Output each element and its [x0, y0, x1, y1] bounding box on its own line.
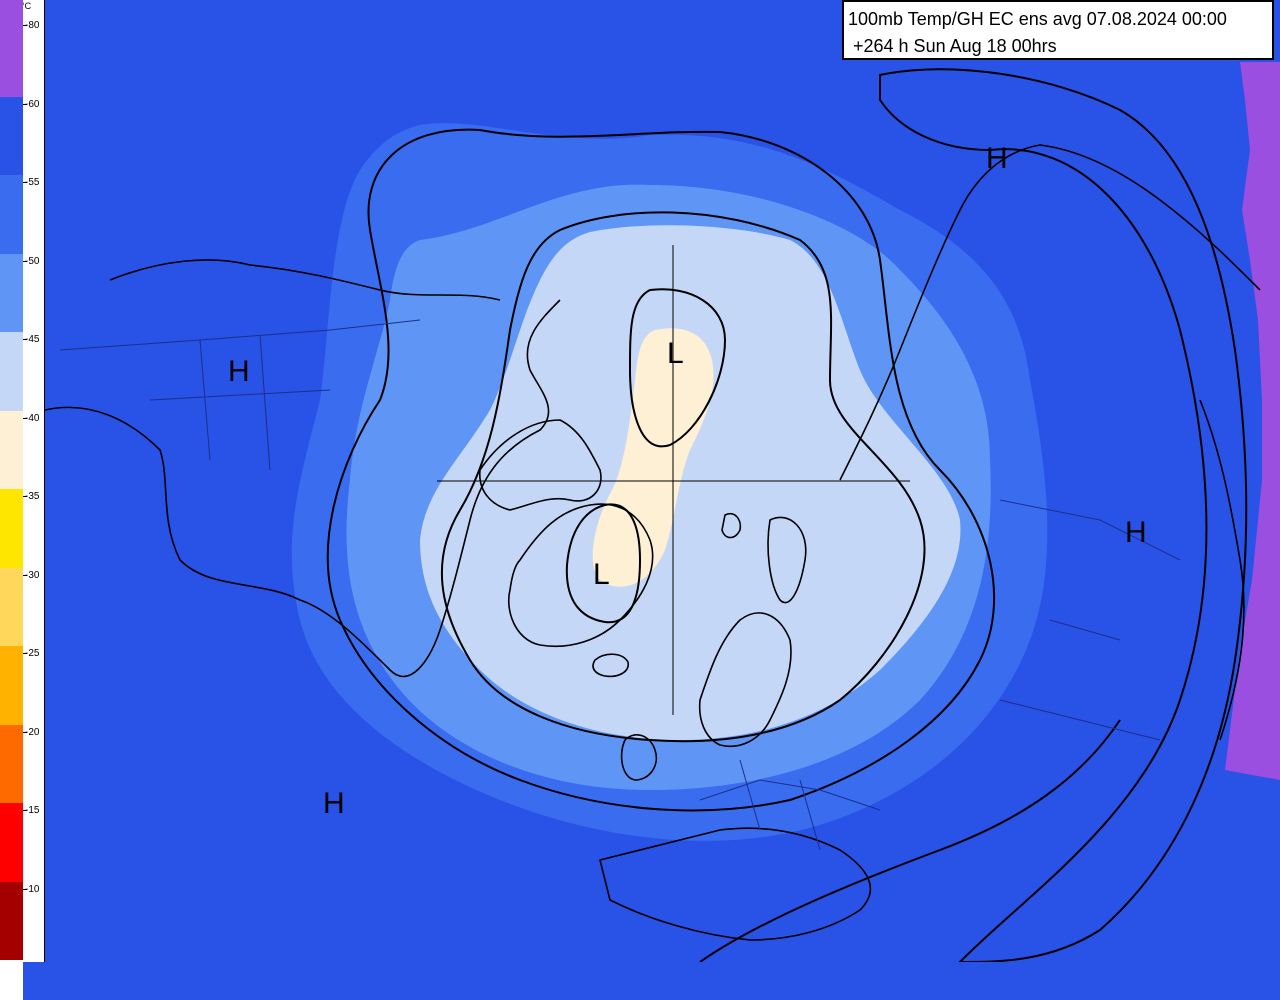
- band-minus-45: [420, 225, 961, 740]
- legend-tick: [23, 339, 27, 340]
- forecast-valid-time: +264 h Sun Aug 18 00hrs: [853, 36, 1057, 56]
- legend-swatch: [0, 724, 23, 803]
- legend-tick: [23, 182, 27, 183]
- temperature-legend: °C -80 -60 -55 -50 -45 -40 -35 -30 -25 -20 -15 -10: [0, 0, 45, 1000]
- coast-asia-east: [1199, 399, 1245, 741]
- coast-scandinavia: [698, 612, 792, 747]
- contour-southeast: [699, 719, 1121, 962]
- contour-inner-south: [565, 503, 642, 624]
- contour-outer: [326, 128, 996, 812]
- border-us-states: [149, 334, 331, 471]
- contour-middle: [440, 211, 926, 743]
- coast-greenland: [508, 503, 654, 648]
- legend-label: -25: [25, 648, 40, 659]
- band-minus-40: [592, 328, 714, 587]
- contour-inner-north: [628, 288, 727, 448]
- legend-tick: [23, 103, 27, 105]
- legend-tick: [23, 810, 27, 811]
- legend-swatch: [0, 0, 23, 97]
- contour-east: [879, 68, 1248, 962]
- coast-europe: [599, 827, 872, 941]
- legend-label: -50: [25, 255, 40, 267]
- legend-label: -30: [25, 569, 40, 581]
- legend-tick: [23, 25, 27, 26]
- legend-tick: [23, 731, 27, 733]
- legend-label: -40: [25, 412, 40, 424]
- legend-tick: [23, 888, 27, 890]
- weather-map: H H H H L L: [44, 62, 1280, 962]
- legend-label: -35: [25, 491, 40, 502]
- low-pressure-label: L: [667, 337, 684, 370]
- legend-label: -15: [25, 805, 40, 816]
- purple-region: [1225, 62, 1280, 780]
- political-borders: [59, 319, 1181, 851]
- legend-swatch: [0, 410, 23, 489]
- coast-canadian-archipelago: [479, 419, 602, 511]
- legend-label: -45: [25, 334, 40, 345]
- high-pressure-label: H: [1125, 516, 1147, 549]
- legend-tick: [23, 417, 27, 419]
- legend-label: -80: [25, 20, 40, 31]
- legend-swatch: [0, 332, 23, 411]
- coast-siberia: [839, 144, 1261, 481]
- coast-alaska-arc: [109, 259, 501, 301]
- polar-grid: [437, 245, 910, 715]
- coast-iceland: [592, 653, 629, 678]
- legend-tick: [23, 653, 27, 654]
- legend-tick: [23, 260, 27, 262]
- coastlines: [44, 144, 1261, 941]
- legend-label: -60: [25, 98, 40, 110]
- coast-svalbard: [721, 512, 742, 539]
- border-europe: [699, 759, 881, 851]
- high-pressure-label: H: [323, 787, 345, 820]
- legend-label: -55: [25, 177, 40, 188]
- legend-tick: [23, 496, 27, 497]
- high-pressure-label: H: [228, 355, 250, 388]
- legend-swatch: [0, 567, 23, 646]
- legend-tick: [23, 574, 27, 576]
- legend-label: -20: [25, 726, 40, 738]
- border-us-canada: [59, 319, 421, 351]
- legend-swatch: [0, 646, 23, 725]
- legend-label: -10: [25, 883, 40, 895]
- legend-swatch: [0, 881, 23, 960]
- border-asia: [999, 499, 1181, 741]
- legend-swatch: [0, 96, 23, 175]
- legend-swatch: [0, 253, 23, 332]
- coast-novaya-zemlya: [767, 516, 807, 604]
- high-pressure-label: H: [986, 142, 1008, 175]
- coast-north-america: [44, 299, 561, 678]
- legend-unit: °C: [21, 1, 32, 11]
- legend-swatch: [0, 960, 23, 1000]
- geopotential-contours: [326, 68, 1248, 962]
- legend-swatch: [0, 175, 23, 254]
- title-box: 100mb Temp/GH EC ens avg 07.08.2024 00:0…: [842, 0, 1274, 60]
- legend-swatch: [0, 803, 23, 882]
- low-pressure-label: L: [593, 558, 610, 591]
- coast-uk: [620, 734, 657, 781]
- map-title: 100mb Temp/GH EC ens avg 07.08.2024 00:0…: [848, 9, 1227, 29]
- legend-swatch: [0, 489, 23, 568]
